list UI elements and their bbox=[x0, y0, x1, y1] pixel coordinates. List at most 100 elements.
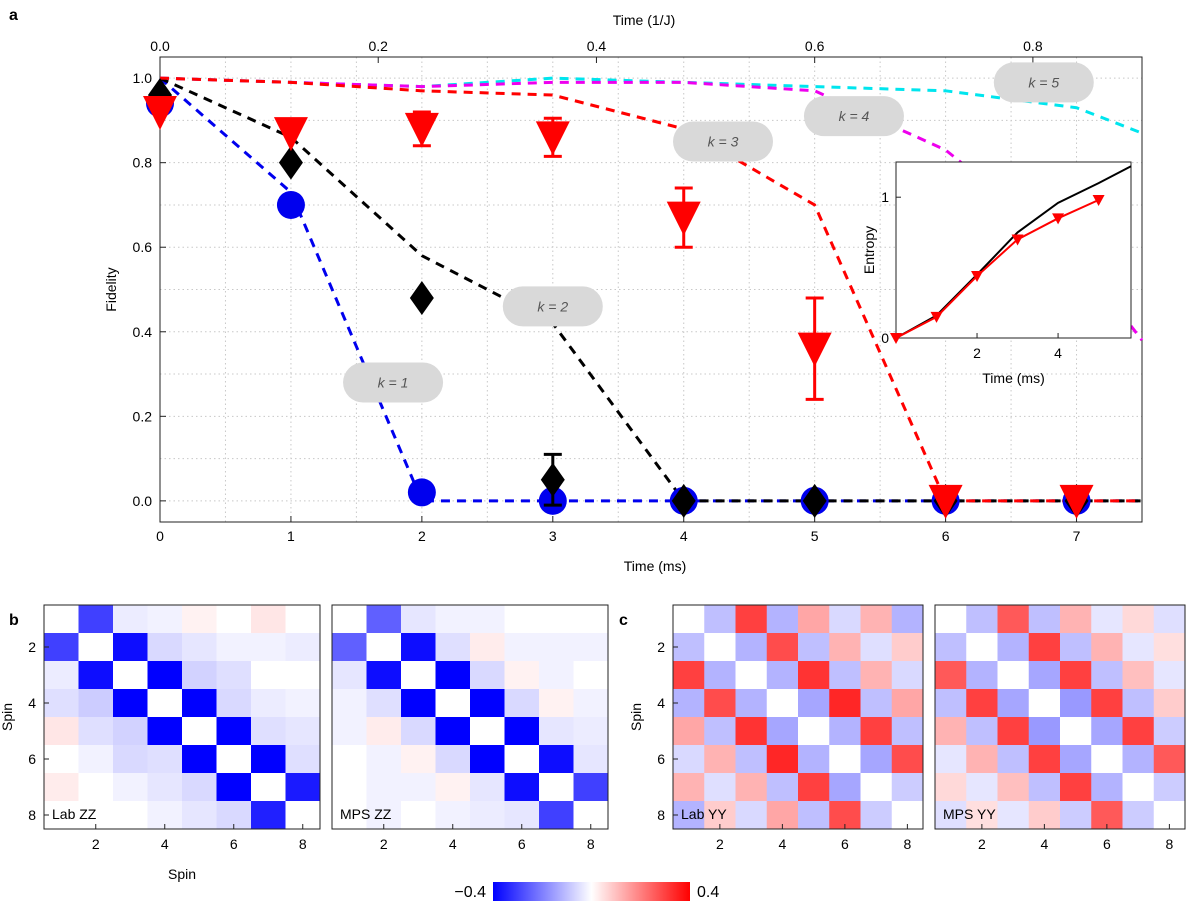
heatmap-cell bbox=[147, 773, 183, 802]
heatmap-cell bbox=[766, 605, 799, 634]
heatmap-x-tick-label: 4 bbox=[449, 836, 457, 852]
heatmap-cell bbox=[997, 801, 1030, 830]
heatmap-map-label: Lab YY bbox=[681, 806, 727, 822]
heatmap-cell bbox=[366, 661, 402, 690]
data-point-triangle bbox=[143, 95, 177, 130]
heatmap-cell bbox=[1122, 801, 1155, 830]
inset-line-1 bbox=[895, 199, 1099, 339]
panel-label-c: c bbox=[619, 612, 628, 629]
heatmap-cell bbox=[470, 745, 505, 774]
heatmap-cell bbox=[401, 717, 436, 746]
heatmap-cell bbox=[829, 717, 861, 746]
heatmap-cell bbox=[1153, 633, 1186, 662]
heatmap-cell bbox=[860, 801, 893, 830]
heatmap-cell bbox=[366, 745, 402, 774]
heatmap-cell bbox=[1122, 633, 1155, 662]
heatmap-cell bbox=[573, 717, 609, 746]
heatmap-y-tick-label: 6 bbox=[657, 751, 665, 767]
heatmap-cell bbox=[539, 773, 574, 802]
heatmap-cell bbox=[504, 605, 540, 634]
heatmap-cell bbox=[829, 689, 861, 718]
heatmap-cell bbox=[435, 605, 471, 634]
k-bubble-label: k = 4 bbox=[839, 108, 870, 124]
data-point-triangle bbox=[666, 201, 701, 236]
heatmap-cell bbox=[966, 633, 998, 662]
heatmap-cell bbox=[1153, 745, 1186, 774]
inset-data-point bbox=[930, 311, 943, 323]
heatmap-cell bbox=[539, 745, 574, 774]
heatmap-cell bbox=[766, 661, 799, 690]
heatmap-cell bbox=[735, 689, 768, 718]
k-bubble-label: k = 5 bbox=[1028, 74, 1059, 90]
heatmap-cell bbox=[1028, 773, 1061, 802]
heatmap-cell bbox=[1060, 773, 1092, 802]
heatmap-cell bbox=[1153, 689, 1186, 718]
heatmap-cell bbox=[401, 801, 436, 830]
inset-data-point bbox=[971, 271, 984, 283]
heatmap-cell bbox=[1028, 661, 1061, 690]
heatmap-cell bbox=[573, 661, 609, 690]
inset-data-point bbox=[1052, 213, 1065, 225]
heatmap-cell bbox=[435, 717, 471, 746]
heatmap-cell bbox=[1060, 661, 1092, 690]
heatmap-cell bbox=[332, 745, 367, 774]
heatmap-cell bbox=[891, 717, 924, 746]
inset-y-tick-label: 0 bbox=[881, 330, 889, 346]
data-point-triangle bbox=[928, 484, 963, 519]
heatmap-cell bbox=[966, 745, 998, 774]
heatmap-x-axis-label: Spin bbox=[168, 866, 196, 882]
heatmap-cell bbox=[332, 661, 367, 690]
heatmap-cell bbox=[673, 633, 705, 662]
heatmap-cell bbox=[735, 801, 768, 830]
heatmap-cell bbox=[891, 689, 924, 718]
heatmap-cell bbox=[1091, 745, 1123, 774]
heatmap-cell bbox=[673, 605, 705, 634]
k-bubble bbox=[502, 286, 603, 327]
heatmap-cell bbox=[78, 689, 114, 718]
heatmap-cell bbox=[332, 801, 367, 830]
heatmap-cell bbox=[829, 745, 861, 774]
heatmap-cell bbox=[470, 773, 505, 802]
heatmap-cell bbox=[285, 717, 321, 746]
heatmap-cell bbox=[401, 745, 436, 774]
heatmap-cell bbox=[766, 689, 799, 718]
heatmap-x-tick-label: 6 bbox=[518, 836, 526, 852]
heatmap-cell bbox=[470, 633, 505, 662]
heatmap-cell bbox=[147, 633, 183, 662]
heatmap-map-label: MPS YY bbox=[943, 806, 996, 822]
heatmap-cell bbox=[1122, 773, 1155, 802]
heatmap-cell bbox=[182, 773, 217, 802]
data-point-diamond bbox=[409, 280, 434, 315]
heatmap-cell bbox=[1028, 689, 1061, 718]
heatmap-cell bbox=[735, 745, 768, 774]
inset-data-point bbox=[1092, 195, 1105, 207]
x2-axis-label: Time (1/J) bbox=[613, 12, 675, 28]
heatmap-cell bbox=[539, 661, 574, 690]
heatmap-cell bbox=[1091, 717, 1123, 746]
heatmap-cell bbox=[735, 633, 768, 662]
heatmap-cell bbox=[860, 745, 893, 774]
heatmap-cell bbox=[285, 745, 321, 774]
heatmap-cell bbox=[44, 689, 79, 718]
heatmap-x-tick-label: 2 bbox=[92, 836, 100, 852]
heatmap-cell bbox=[573, 605, 609, 634]
heatmap-cell bbox=[766, 633, 799, 662]
inset-y-tick-label: 1 bbox=[881, 189, 889, 205]
fidelity-plot: 0 1 2 3 4 5 6 7 Time (ms) 0.0 0.2 0.4 0.6 0.8 1.0 Fidel… bbox=[103, 12, 1144, 574]
heatmap-cell bbox=[1122, 689, 1155, 718]
heatmap-cell bbox=[78, 605, 114, 634]
heatmap-cell bbox=[673, 801, 705, 830]
heatmap-cell bbox=[1028, 633, 1061, 662]
heatmap-cell bbox=[1122, 661, 1155, 690]
x-tick-label: 3 bbox=[549, 528, 557, 544]
heatmap-cell bbox=[704, 605, 736, 634]
heatmap-cell bbox=[860, 633, 893, 662]
heatmap-cell bbox=[147, 605, 183, 634]
data-point-triangle bbox=[404, 112, 439, 147]
plot-frame bbox=[159, 56, 1143, 523]
heatmap-cell bbox=[1060, 717, 1092, 746]
heatmap-cell bbox=[766, 745, 799, 774]
heatmap-cell bbox=[251, 773, 286, 802]
heatmap-cell bbox=[798, 689, 830, 718]
heatmap-cell bbox=[891, 773, 924, 802]
